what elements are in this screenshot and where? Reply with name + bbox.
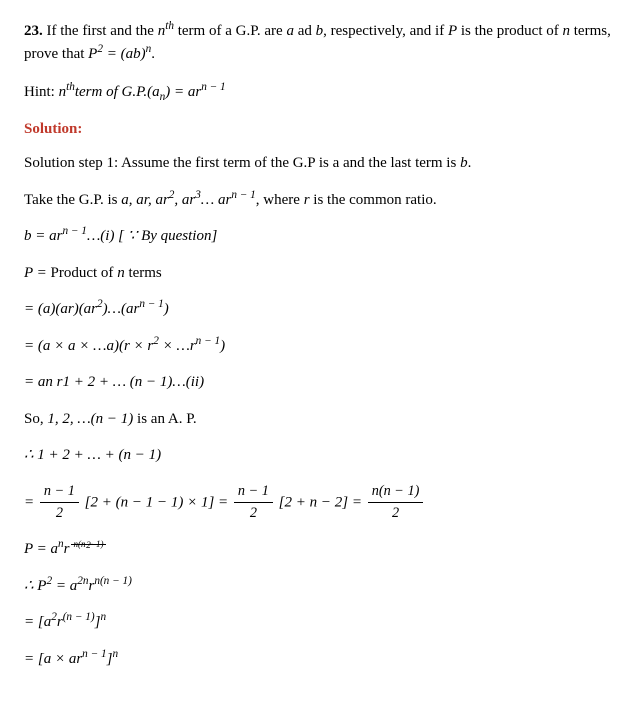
solution-line5: = (a)(ar)(ar2)…(arn − 1) [24,298,620,321]
solution-line13: = [a2r(n − 1)]n [24,611,620,634]
solution-step1: Solution step 1: Assume the first term o… [24,152,620,175]
solution-line11: P = anrn(n − 1)2 [24,538,620,561]
solution-line9: ∴ 1 + 2 + … + (n − 1) [24,444,620,467]
question-number: 23. [24,23,43,39]
solution-line12: ∴ P2 = a2nrn(n − 1) [24,575,620,598]
hint-formula: nthterm of G.P.(an) = arn − 1 [59,84,226,100]
question-block: 23. If the first and the nth term of a G… [24,20,620,65]
solution-line4: P = Product of n terms [24,262,620,285]
solution-line7: = an r1 + 2 + … (n − 1)…(ii) [24,371,620,394]
solution-line10: = n − 12 [2 + (n − 1 − 1) × 1] = n − 12 … [24,481,620,525]
hint-block: Hint: nthterm of G.P.(an) = arn − 1 [24,81,620,104]
solution-line3: b = arn − 1…(i) [ ∵ By question] [24,225,620,248]
solution-line2: Take the G.P. is a, ar, ar2, ar3… arn − … [24,189,620,212]
solution-heading: Solution: [24,118,620,141]
question-text: If the first and the nth term of a G.P. … [24,23,611,62]
solution-line14: = [a × arn − 1]n [24,648,620,671]
solution-line6: = (a × a × …a)(r × r2 × …rn − 1) [24,335,620,358]
hint-label: Hint: [24,84,59,100]
solution-line8: So, 1, 2, …(n − 1) is an A. P. [24,408,620,431]
